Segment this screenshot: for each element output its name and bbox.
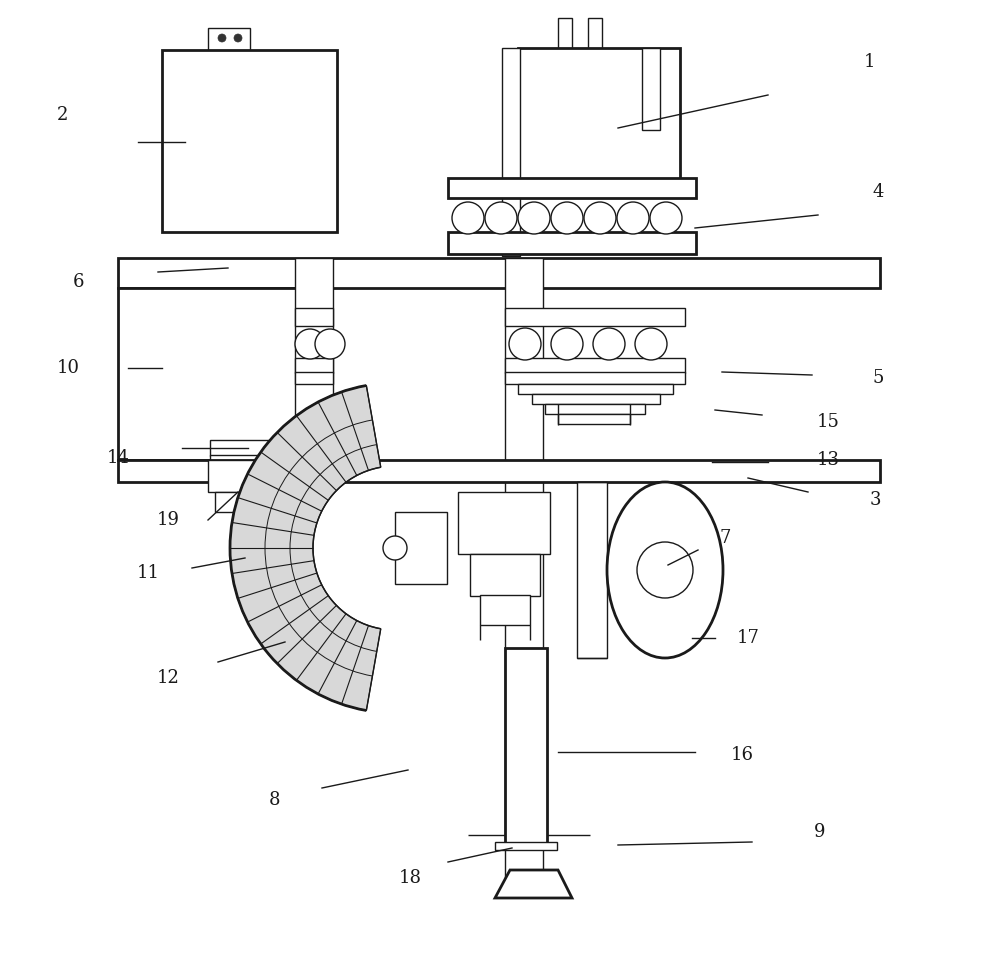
Text: 11: 11 (136, 564, 160, 582)
Circle shape (315, 329, 345, 359)
Text: 8: 8 (269, 791, 281, 809)
Bar (505, 358, 685, 373)
Bar (545, 404, 645, 414)
Polygon shape (495, 870, 572, 898)
Bar (162, 50, 337, 232)
Bar (502, 48, 520, 256)
Bar (215, 492, 300, 512)
Circle shape (551, 202, 583, 234)
Text: 16: 16 (730, 746, 754, 764)
Bar (518, 48, 680, 196)
Circle shape (295, 329, 325, 359)
Bar (558, 414, 630, 424)
Bar (295, 358, 333, 373)
Circle shape (218, 34, 226, 42)
Bar (480, 595, 530, 625)
Text: 13: 13 (816, 451, 840, 469)
Bar (208, 28, 250, 52)
Text: 7: 7 (719, 529, 731, 547)
Circle shape (518, 202, 550, 234)
Circle shape (650, 202, 682, 234)
Circle shape (485, 202, 517, 234)
Text: 15: 15 (817, 413, 839, 431)
Bar (470, 554, 540, 596)
Bar (448, 232, 696, 254)
Bar (588, 18, 602, 50)
Text: 5: 5 (872, 369, 884, 387)
Circle shape (593, 328, 625, 360)
Text: 3: 3 (869, 491, 881, 509)
Text: 10: 10 (56, 359, 80, 377)
Bar (532, 394, 660, 404)
Bar (395, 512, 447, 584)
Text: 6: 6 (72, 273, 84, 291)
Bar (558, 18, 572, 50)
Bar (118, 258, 880, 288)
Circle shape (234, 34, 242, 42)
Circle shape (452, 202, 484, 234)
Bar (208, 460, 306, 492)
Ellipse shape (607, 482, 723, 658)
Polygon shape (230, 386, 381, 710)
Text: 1: 1 (864, 53, 876, 71)
Bar (210, 455, 302, 463)
Text: 2: 2 (56, 106, 68, 124)
Bar (518, 384, 673, 394)
Text: 17: 17 (737, 629, 759, 647)
Text: 18: 18 (398, 869, 422, 887)
Bar (118, 460, 880, 482)
Circle shape (509, 328, 541, 360)
Bar (295, 308, 333, 326)
Circle shape (584, 202, 616, 234)
Bar (642, 48, 660, 130)
Text: 9: 9 (814, 823, 826, 841)
Bar (295, 258, 333, 480)
Circle shape (617, 202, 649, 234)
Text: 12: 12 (157, 669, 179, 687)
Bar (505, 308, 685, 326)
Bar (118, 288, 296, 460)
Bar (458, 492, 550, 554)
Circle shape (637, 542, 693, 598)
Bar (210, 440, 302, 456)
Circle shape (635, 328, 667, 360)
Circle shape (551, 328, 583, 360)
Bar (505, 648, 547, 848)
Text: 14: 14 (107, 449, 129, 467)
Bar (448, 178, 696, 198)
Text: 19: 19 (156, 511, 180, 529)
Circle shape (383, 536, 407, 560)
Bar (577, 482, 607, 658)
Bar (505, 372, 685, 384)
Bar (495, 842, 557, 850)
Bar (505, 258, 543, 878)
Bar (295, 372, 333, 384)
Text: 4: 4 (872, 183, 884, 201)
